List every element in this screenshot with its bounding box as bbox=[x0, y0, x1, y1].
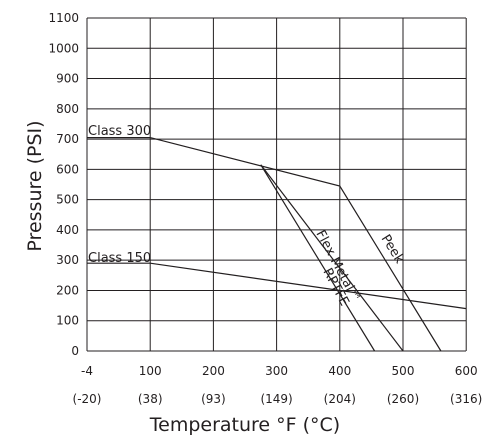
y-tick-label: 600 bbox=[56, 162, 79, 176]
y-tick-label: 0 bbox=[71, 344, 79, 358]
x-axis-title: Temperature °F (°C) bbox=[149, 414, 340, 436]
y-tick-label: 500 bbox=[56, 193, 79, 207]
x-tick-label-f: 400 bbox=[328, 364, 351, 378]
x-tick-label-f: 600 bbox=[455, 364, 478, 378]
y-tick-label: 200 bbox=[56, 283, 79, 297]
series-lines bbox=[87, 137, 467, 352]
x-tick-label-c: (93) bbox=[201, 392, 226, 406]
x-tick-label-f: 500 bbox=[392, 364, 415, 378]
series-line-class-150 bbox=[87, 262, 467, 310]
x-tick-label-f: 300 bbox=[265, 364, 288, 378]
y-tick-label: 1100 bbox=[48, 11, 79, 25]
y-tick-label: 1000 bbox=[48, 41, 79, 55]
series-label-class-300: Class 300 bbox=[88, 124, 151, 139]
x-tick-label-c: (316) bbox=[450, 392, 482, 406]
y-tick-label: 100 bbox=[56, 314, 79, 328]
x-tick-label-f: 100 bbox=[139, 364, 162, 378]
y-tick-label: 300 bbox=[56, 253, 79, 267]
grid-lines bbox=[86, 17, 467, 352]
y-axis-title: Pressure (PSI) bbox=[24, 120, 46, 251]
x-tick-label-f: -4 bbox=[81, 364, 93, 378]
x-tick-label-c: (149) bbox=[260, 392, 292, 406]
series-line-rptfe bbox=[260, 164, 376, 352]
x-tick-label-c: (260) bbox=[387, 392, 419, 406]
y-tick-labels: 0 100 200 300 400 500 600 700 800 900 1000 1100 bbox=[48, 11, 79, 358]
x-tick-label-c: (-20) bbox=[73, 392, 102, 406]
series-line-class-300 bbox=[87, 137, 442, 352]
series-label-class-150: Class 150 bbox=[88, 251, 151, 266]
y-tick-label: 900 bbox=[56, 72, 79, 86]
y-tick-label: 700 bbox=[56, 132, 79, 146]
x-tick-label-c: (38) bbox=[138, 392, 163, 406]
x-tick-label-f: 200 bbox=[202, 364, 225, 378]
series-line-flex-metal bbox=[260, 164, 404, 352]
y-tick-label: 400 bbox=[56, 223, 79, 237]
x-tick-labels: -4 (-20) 100 (38) 200 (93) 300 (149) 400 (204) 500… bbox=[73, 364, 483, 406]
x-tick-label-c: (204) bbox=[324, 392, 356, 406]
y-tick-label: 800 bbox=[56, 102, 79, 116]
